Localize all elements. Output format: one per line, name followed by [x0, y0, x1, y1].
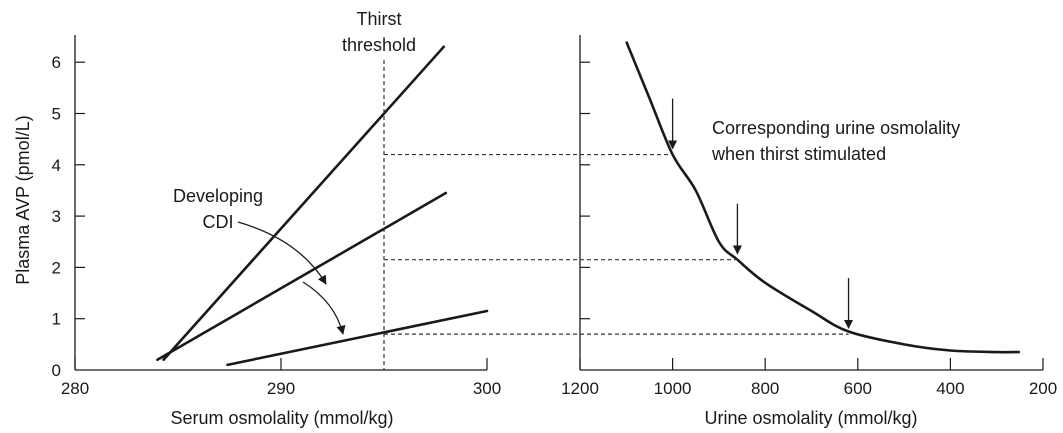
left-y-ticks: 0 1 2 3 4 5 6: [52, 53, 85, 380]
left-x-ticks: 280 290 300: [61, 358, 501, 398]
right-x-tick-label: 1000: [654, 379, 692, 398]
threshold-label-line2: threshold: [342, 35, 416, 55]
urine-annotation-line2: when thirst stimulated: [711, 144, 886, 164]
threshold-label-line1: Thirst: [357, 9, 402, 29]
cdi-label-line2: CDI: [203, 212, 234, 232]
left-series: [156, 45, 489, 367]
left-y-tick-label: 1: [52, 310, 61, 329]
right-x-tick-label: 200: [1029, 379, 1057, 398]
left-panel: 0 1 2 3 4 5 6 280 290 300 Thirst threshold Devel…: [13, 9, 501, 428]
avp-line-1: [162, 45, 446, 362]
thirst-arrows: [668, 98, 854, 329]
left-y-tick-label: 2: [52, 258, 61, 277]
avp-line-3: [226, 309, 489, 367]
right-x-tick-label: 1200: [561, 379, 599, 398]
left-x-tick-label: 300: [473, 379, 501, 398]
left-y-tick-label: 6: [52, 53, 61, 72]
left-x-tick-label: 280: [61, 379, 89, 398]
left-y-tick-label: 4: [52, 156, 61, 175]
urine-annotation-line1: Corresponding urine osmolality: [712, 118, 960, 138]
urine-osmolality-curve: [625, 41, 1020, 354]
right-y-ticks: [580, 61, 590, 320]
left-y-tick-label: 5: [52, 105, 61, 124]
right-panel: 1200 1000 800 600 400 200 Corresponding urine…: [561, 35, 1057, 428]
right-x-axis-title: Urine osmolality (mmol/kg): [704, 408, 917, 428]
right-x-tick-label: 400: [936, 379, 964, 398]
cdi-arrow-2: [302, 281, 346, 335]
guide-lines: [384, 153, 849, 335]
left-y-tick-label: 0: [52, 361, 61, 380]
left-x-axis-title: Serum osmolality (mmol/kg): [170, 408, 393, 428]
left-y-tick-label: 3: [52, 207, 61, 226]
left-y-axis-title: Plasma AVP (pmol/L): [13, 115, 33, 284]
left-x-tick-label: 290: [267, 379, 295, 398]
right-x-tick-label: 600: [844, 379, 872, 398]
cdi-arrow-1: [237, 221, 327, 285]
right-x-tick-label: 800: [751, 379, 779, 398]
right-x-ticks: 1200 1000 800 600 400 200: [561, 358, 1057, 398]
avp-line-2: [156, 191, 448, 362]
cdi-label-line1: Developing: [173, 186, 263, 206]
